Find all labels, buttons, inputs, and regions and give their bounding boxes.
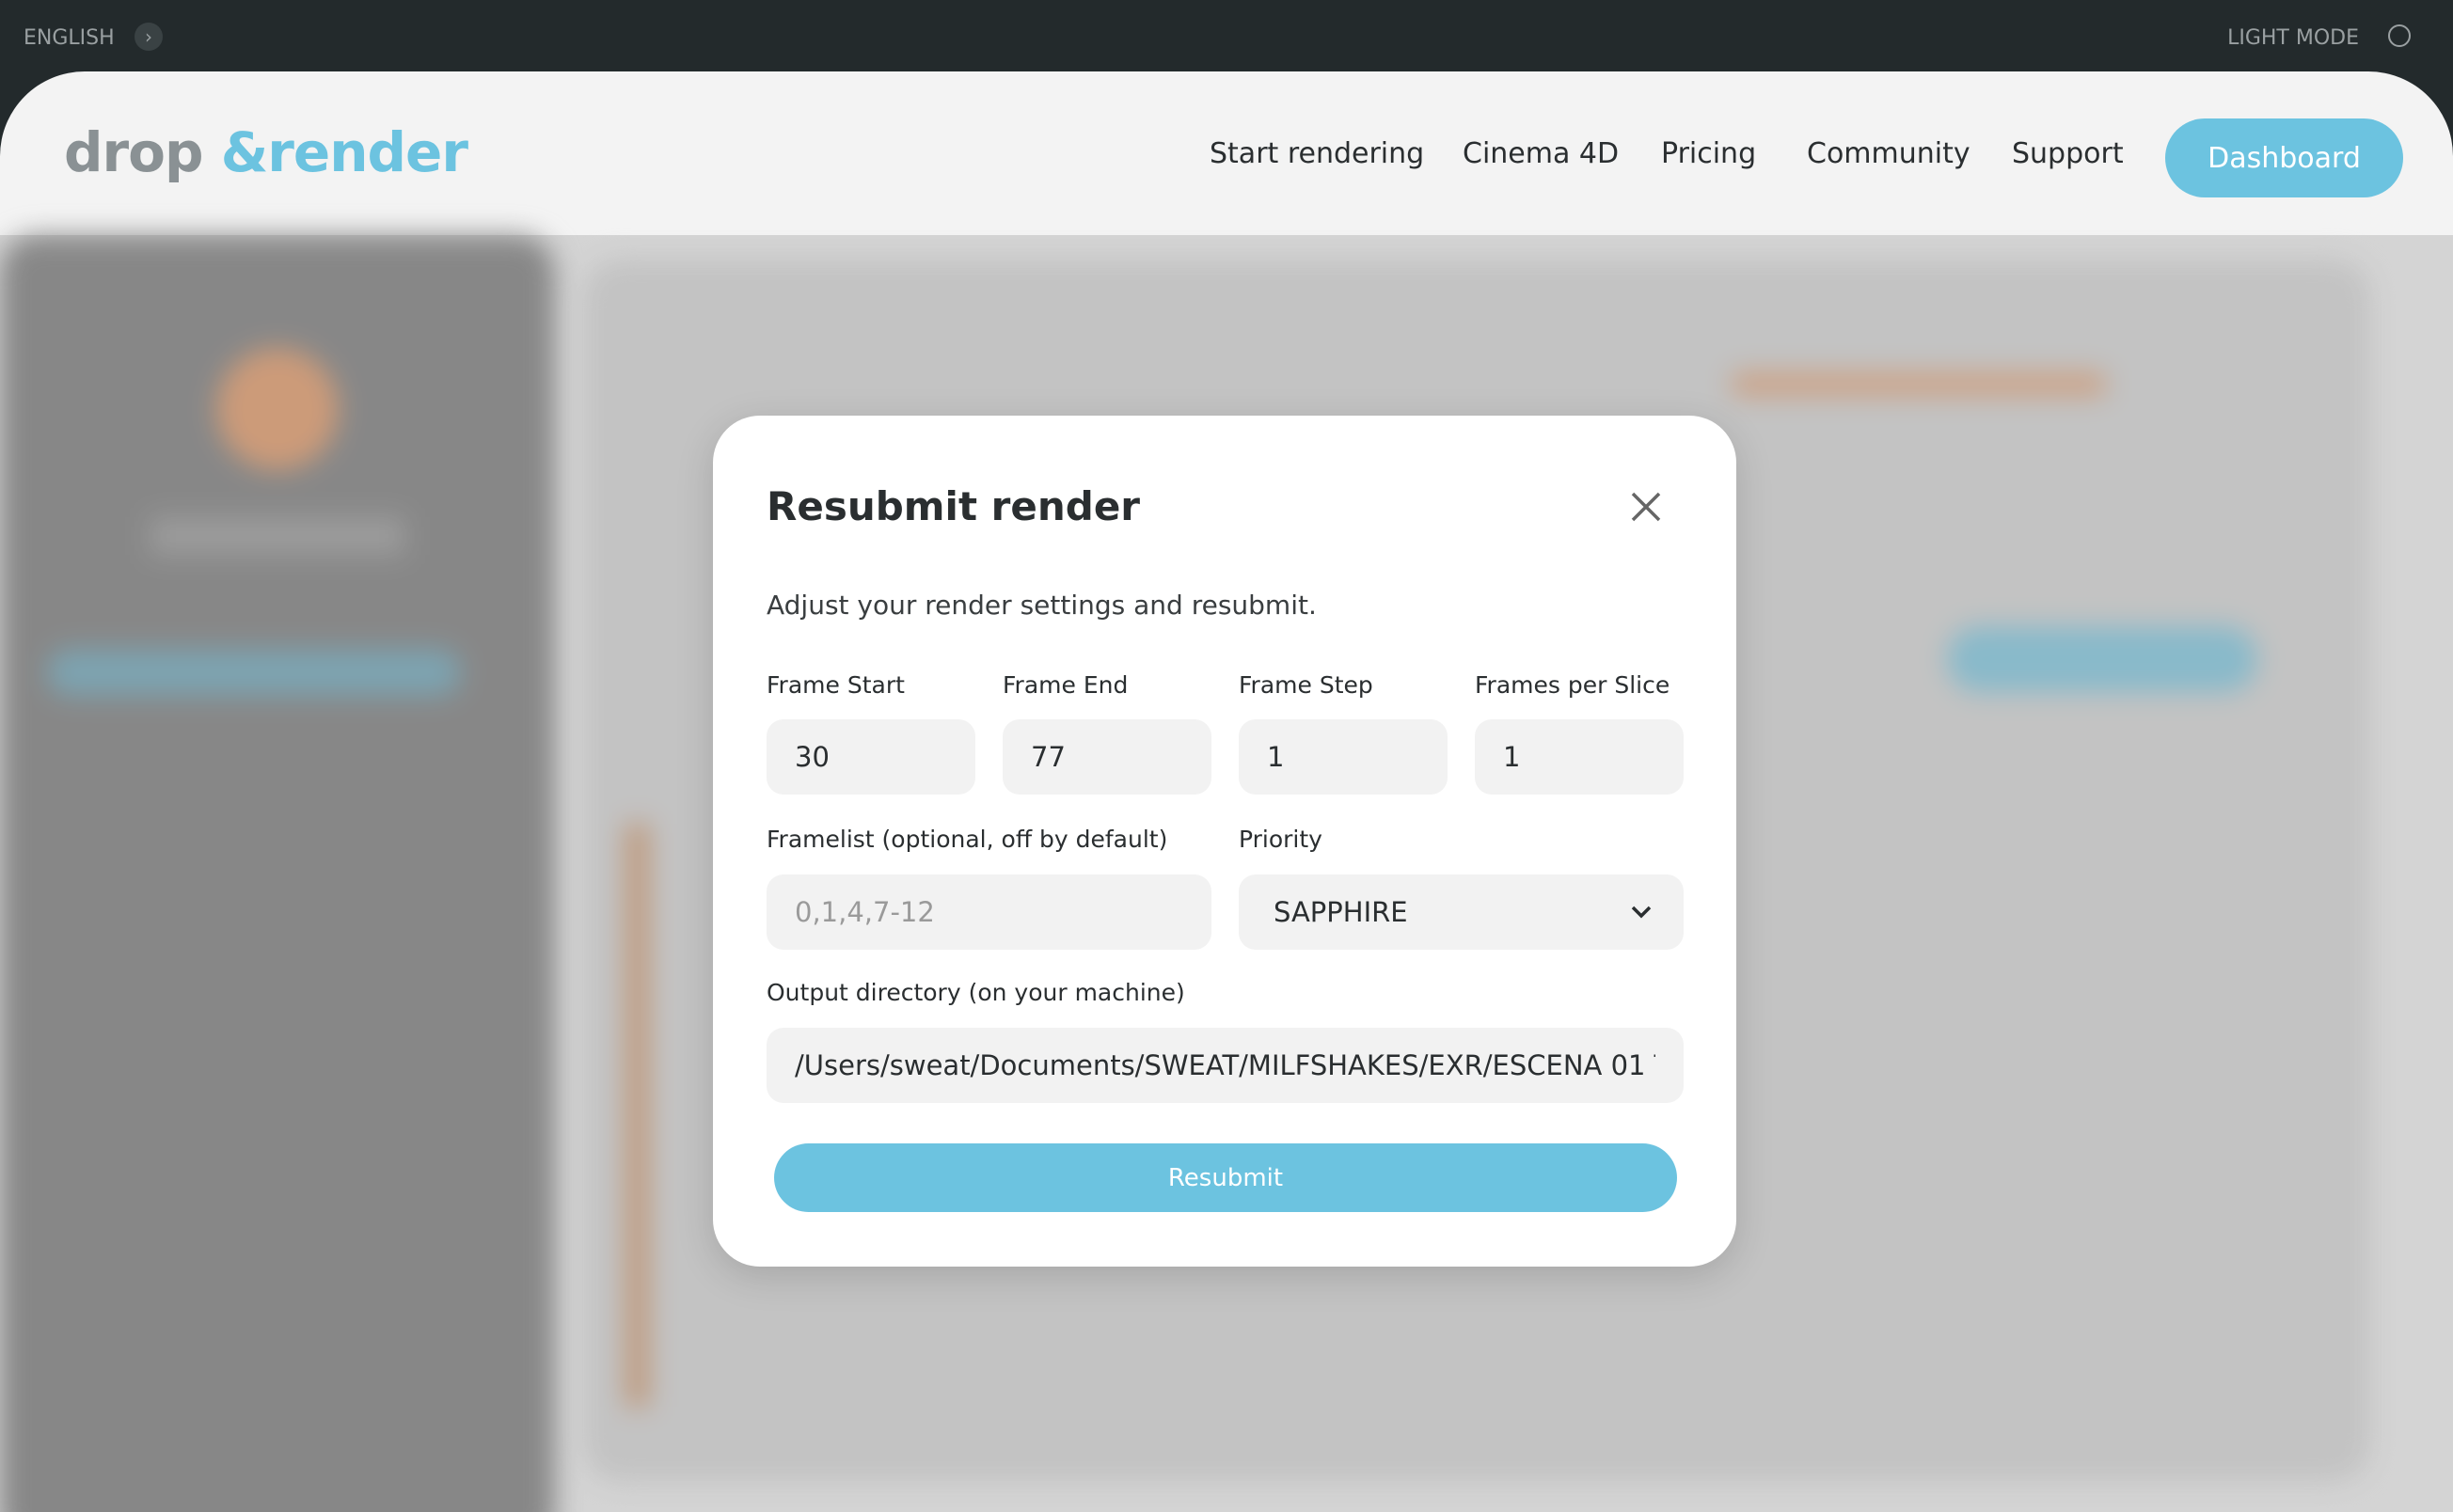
blur-shape: [150, 517, 404, 555]
frame-end-input[interactable]: 77: [1003, 719, 1211, 795]
nav-link[interactable]: Support: [2012, 137, 2124, 170]
frame-start-input[interactable]: 30: [767, 719, 975, 795]
moon-icon[interactable]: [2388, 24, 2411, 47]
modal-title: Resubmit render: [767, 483, 1141, 529]
modal: Resubmit render Adjust your render setti…: [713, 416, 1736, 1267]
close-icon: [1631, 492, 1661, 522]
select-chevron: [1631, 906, 1652, 919]
nav-link[interactable]: Community: [1807, 137, 1970, 170]
nav-link[interactable]: Pricing: [1661, 137, 1757, 170]
blur-shape: [1731, 372, 2107, 396]
field-label: Priority: [1239, 826, 1322, 853]
framelist-input[interactable]: 0,1,4,7-12: [767, 874, 1211, 950]
avatar: [216, 348, 339, 470]
logo-render: render: [267, 120, 468, 184]
close-button[interactable]: [1630, 491, 1662, 523]
blur-shape: [1947, 626, 2257, 692]
language-arrow[interactable]: ›: [135, 23, 163, 51]
blur-shape: [625, 824, 649, 1407]
mode-toggle[interactable]: LIGHT MODE: [2227, 26, 2359, 50]
blur-shape: [47, 649, 461, 696]
output-input[interactable]: /Users/sweat/Documents/SWEAT/MILFSHAKES/…: [767, 1028, 1684, 1103]
logo-drop: drop: [64, 120, 203, 184]
resubmit-button[interactable]: Resubmit: [774, 1143, 1677, 1212]
language-selector[interactable]: ENGLISH: [24, 26, 115, 50]
logo-amp: &: [220, 120, 269, 184]
field-label: Framelist (optional, off by default): [767, 826, 1168, 853]
field-label: Frame Step: [1239, 671, 1373, 699]
frames-per-slice-input[interactable]: 1: [1475, 719, 1684, 795]
priority-select[interactable]: SAPPHIRE: [1239, 874, 1684, 950]
dashboard-button[interactable]: Dashboard: [2165, 118, 2403, 197]
field-label: Frames per Slice: [1475, 671, 1670, 699]
nav-link[interactable]: Start rendering: [1210, 137, 1425, 170]
field-label: Frame End: [1003, 671, 1129, 699]
field-label: Output directory (on your machine): [767, 979, 1185, 1006]
logo[interactable]: drop &render: [64, 120, 468, 184]
field-label: Frame Start: [767, 671, 905, 699]
modal-subtitle: Adjust your render settings and resubmit…: [767, 590, 1317, 621]
sidebar-blurred: [0, 235, 555, 1512]
nav-link[interactable]: Cinema 4D: [1463, 137, 1620, 170]
frame-step-input[interactable]: 1: [1239, 719, 1448, 795]
output-value: /Users/sweat/Documents/SWEAT/MILFSHAKES/…: [795, 1049, 1655, 1081]
